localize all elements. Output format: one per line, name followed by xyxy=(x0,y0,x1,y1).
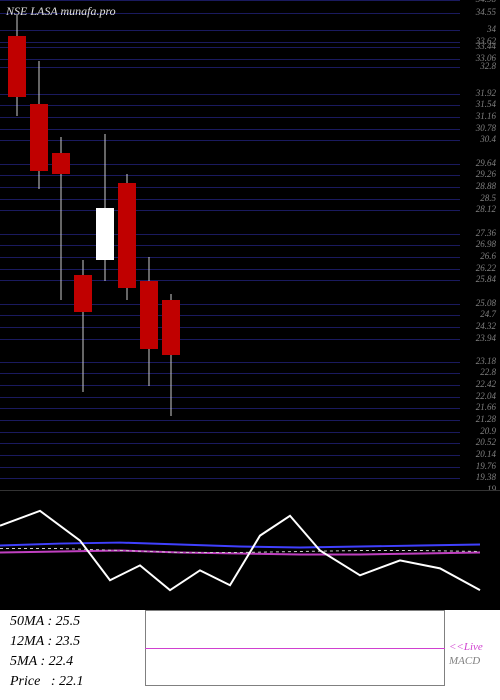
candle xyxy=(52,0,70,490)
info-panel: 50MA : 25.5 12MA : 23.5 5MA : 22.4 Price… xyxy=(0,610,500,700)
candle-body xyxy=(96,208,114,260)
y-label: 33.44 xyxy=(476,42,496,51)
y-label: 28.12 xyxy=(476,205,496,214)
y-label: 19.38 xyxy=(476,473,496,482)
y-label: 22.04 xyxy=(476,392,496,401)
y-label: 21.66 xyxy=(476,403,496,412)
slow-ma-line xyxy=(0,543,480,548)
y-label: 31.92 xyxy=(476,89,496,98)
candle-body xyxy=(52,153,70,174)
candle-body xyxy=(140,281,158,348)
y-label: 34 xyxy=(487,25,496,34)
y-label: 29.26 xyxy=(476,170,496,179)
indicator-lines xyxy=(0,491,500,610)
y-label: 19.76 xyxy=(476,462,496,471)
y-label: 23.18 xyxy=(476,357,496,366)
y-label: 20.52 xyxy=(476,438,496,447)
indicator-panel xyxy=(0,490,500,610)
candle-body xyxy=(8,36,26,97)
ma12-label: 12MA : 23.5 xyxy=(10,634,80,650)
y-label: 32.8 xyxy=(480,62,496,71)
ma50-label: 50MA : 25.5 xyxy=(10,614,80,630)
y-label: 21.28 xyxy=(476,415,496,424)
y-label: 24.7 xyxy=(480,310,496,319)
y-label: 30.78 xyxy=(476,124,496,133)
y-label: 34.98 xyxy=(476,0,496,4)
chart-container: NSE LASA munafa.pro 34.9834.553433.6233.… xyxy=(0,0,500,700)
y-label: 26.98 xyxy=(476,240,496,249)
candle xyxy=(140,0,158,490)
candle xyxy=(74,0,92,490)
y-label: 20.9 xyxy=(480,427,496,436)
y-label: 27.36 xyxy=(476,229,496,238)
y-label: 34.55 xyxy=(476,8,496,17)
y-label: 25.08 xyxy=(476,299,496,308)
candle xyxy=(8,0,26,490)
y-label: 20.14 xyxy=(476,450,496,459)
macd-label: MACD xyxy=(449,655,480,667)
y-label: 30.4 xyxy=(480,135,496,144)
candle-body xyxy=(30,104,48,171)
y-label: 28.5 xyxy=(480,194,496,203)
y-label: 22.8 xyxy=(480,368,496,377)
candle xyxy=(96,0,114,490)
y-label: 24.32 xyxy=(476,322,496,331)
y-label: 29.64 xyxy=(476,159,496,168)
ma5-label: 5MA : 22.4 xyxy=(10,654,73,670)
y-label: 28.88 xyxy=(476,182,496,191)
candle-body xyxy=(118,183,136,287)
y-label: 31.54 xyxy=(476,100,496,109)
candlestick-chart: NSE LASA munafa.pro 34.9834.553433.6233.… xyxy=(0,0,500,490)
y-label: 23.94 xyxy=(476,334,496,343)
y-label: 26.6 xyxy=(480,252,496,261)
candle xyxy=(162,0,180,490)
candle-body xyxy=(162,300,180,355)
y-axis-labels: 34.9834.553433.6233.4433.0632.831.9231.5… xyxy=(460,0,498,490)
y-label: 25.84 xyxy=(476,275,496,284)
candle-body xyxy=(74,275,92,312)
y-label: 31.16 xyxy=(476,112,496,121)
price-label: Price : 22.1 xyxy=(10,674,83,690)
macd-center-line xyxy=(145,648,445,649)
y-label: 22.42 xyxy=(476,380,496,389)
candle xyxy=(30,0,48,490)
chart-title: NSE LASA munafa.pro xyxy=(6,4,116,19)
candle xyxy=(118,0,136,490)
live-label: <<Live xyxy=(449,641,483,653)
y-label: 26.22 xyxy=(476,264,496,273)
